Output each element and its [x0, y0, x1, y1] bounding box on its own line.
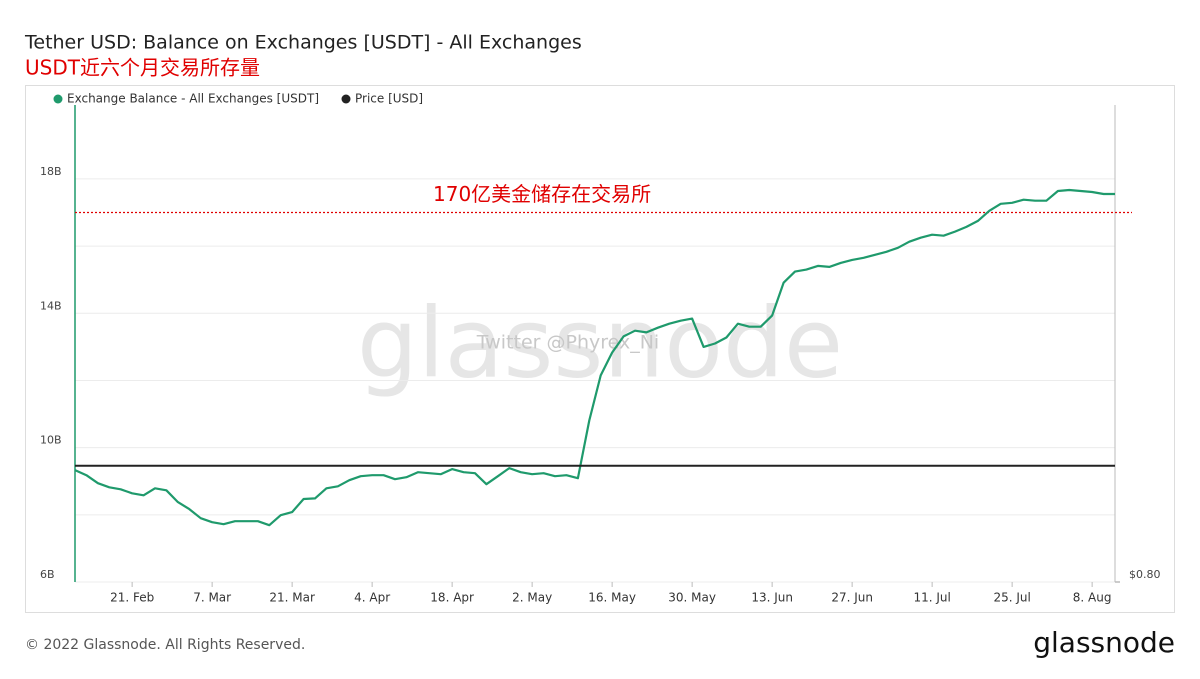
series-line	[74, 188, 1115, 527]
chart-subtitle: USDT近六个月交易所存量	[25, 56, 260, 80]
legend-marker	[53, 94, 63, 104]
y2-tick-label: $0.80	[1129, 568, 1161, 581]
chart-frame	[25, 85, 1175, 613]
x-tick-label: 2. May	[512, 591, 552, 605]
y-tick-label: 10B	[40, 434, 62, 447]
chart-title: Tether USD: Balance on Exchanges [USDT] …	[24, 32, 582, 54]
legend-marker	[341, 94, 351, 104]
logo: glassnode	[1033, 626, 1175, 659]
x-tick-label: 8. Aug	[1073, 591, 1112, 605]
x-tick-label: 30. May	[668, 591, 716, 605]
footer: © 2022 Glassnode. All Rights Reserved.	[25, 637, 305, 653]
annotation-text: 170亿美金储存在交易所	[433, 182, 651, 206]
x-tick-label: 27. Jun	[831, 591, 873, 605]
x-tick-label: 21. Feb	[110, 591, 154, 605]
x-tick-label: 4. Apr	[354, 591, 390, 605]
legend-label: Price [USD]	[355, 92, 423, 106]
watermark-note: Twitter @Phyrex_Ni	[476, 332, 659, 354]
legend-label: Exchange Balance - All Exchanges [USDT]	[67, 92, 319, 106]
x-tick-label: 11. Jul	[913, 591, 950, 605]
y-tick-label: 18B	[40, 165, 62, 178]
y-tick-label: 14B	[40, 299, 62, 312]
x-tick-label: 13. Jun	[751, 591, 793, 605]
y-tick-label: 6B	[40, 568, 55, 581]
x-tick-label: 7. Mar	[193, 591, 231, 605]
x-tick-label: 21. Mar	[269, 591, 315, 605]
x-tick-label: 25. Jul	[993, 591, 1030, 605]
x-tick-label: 18. Apr	[430, 591, 474, 605]
x-tick-label: 16. May	[588, 591, 636, 605]
